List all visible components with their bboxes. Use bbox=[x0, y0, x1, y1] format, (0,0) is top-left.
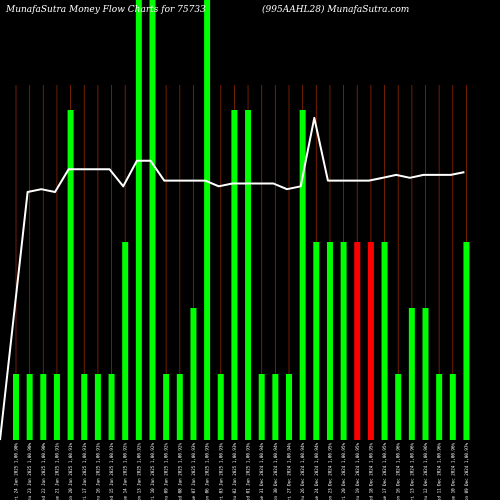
x-tick-label-21: Thu 26 Dec 2024 1,00.94% bbox=[300, 443, 305, 500]
bar-0 bbox=[13, 374, 19, 440]
x-tick-label-16: Thu 02 Jan 2025 1,00.93% bbox=[232, 443, 237, 500]
flow-line bbox=[0, 116, 465, 441]
bar-5 bbox=[81, 374, 88, 440]
bar-25 bbox=[354, 242, 361, 440]
bar-16 bbox=[231, 110, 238, 440]
x-tick-label-28: Mon 16 Dec 2024 1,00.96% bbox=[396, 443, 401, 500]
bar-12 bbox=[176, 374, 183, 440]
bar-29 bbox=[408, 308, 415, 440]
x-tick-label-5: Fri 17 Jan 2025 1,00.91% bbox=[82, 443, 87, 500]
x-tick-label-32: Tue 10 Dec 2024 1,00.96% bbox=[450, 443, 455, 500]
x-tick-label-33: Mon 09 Dec 2024 1,00.97% bbox=[464, 443, 469, 500]
x-tick-label-8: Tue 14 Jan 2025 1,00.92% bbox=[123, 443, 128, 500]
x-tick-label-26: Wed 18 Dec 2024 1,00.95% bbox=[368, 443, 373, 500]
x-tick-label-17: Wed 01 Jan 2025 1,00.93% bbox=[246, 443, 251, 500]
bar-22 bbox=[313, 242, 320, 440]
x-tick-label-23: Mon 23 Dec 2024 1,00.95% bbox=[327, 443, 332, 500]
bar-17 bbox=[245, 110, 252, 440]
bar-2 bbox=[40, 374, 47, 440]
x-tick-label-7: Wed 15 Jan 2025 1,00.91% bbox=[109, 443, 114, 500]
x-tick-label-18: Tue 31 Dec 2024 1,00.94% bbox=[259, 443, 264, 500]
bar-21 bbox=[299, 110, 306, 440]
bar-13 bbox=[190, 308, 197, 440]
x-tick-label-13: Tue 07 Jan 2025 1,00.93% bbox=[191, 443, 196, 500]
x-tick-label-24: Fri 20 Dec 2024 1,00.95% bbox=[341, 443, 346, 500]
bar-33 bbox=[463, 242, 470, 440]
x-tick-label-31: Wed 11 Dec 2024 1,00.96% bbox=[437, 443, 442, 500]
x-tick-label-4: Mon 20 Jan 2025 1,00.91% bbox=[68, 443, 73, 500]
bar-30 bbox=[422, 308, 429, 440]
bar-1 bbox=[26, 374, 33, 440]
bar-32 bbox=[449, 374, 456, 440]
bar-14 bbox=[204, 0, 211, 440]
bar-3 bbox=[53, 374, 60, 440]
chart-title-left: MunafaSutra Money Flow Charts for 75733 bbox=[5, 5, 206, 15]
bar-19 bbox=[272, 374, 279, 440]
x-tick-label-22: Tue 24 Dec 2024 1,00.94% bbox=[314, 443, 319, 500]
bar-7 bbox=[108, 374, 115, 440]
bar-18 bbox=[258, 374, 265, 440]
x-tick-label-20: Fri 27 Dec 2024 1,00.94% bbox=[287, 443, 292, 500]
x-tick-labels: Fri 24 Jan 2025 1,00.90% Thu 23 Jan 2025 … bbox=[14, 443, 469, 500]
bar-27 bbox=[381, 242, 388, 440]
flow-line-group bbox=[0, 116, 465, 441]
bar-6 bbox=[94, 374, 101, 440]
bar-24 bbox=[340, 242, 347, 440]
x-tick-label-29: Fri 13 Dec 2024 1,00.96% bbox=[409, 443, 414, 500]
bar-20 bbox=[286, 374, 292, 440]
bar-4 bbox=[67, 110, 74, 440]
x-tick-label-1: Thu 23 Jan 2025 1,00.90% bbox=[27, 443, 32, 500]
x-tick-label-2: Wed 22 Jan 2025 1,00.90% bbox=[41, 443, 46, 500]
bar-15 bbox=[217, 374, 224, 440]
x-tick-label-14: Mon 06 Jan 2025 1,00.93% bbox=[205, 443, 210, 500]
chart-title-right: (995AAHL28) MunafaSutra.com bbox=[262, 4, 409, 15]
x-tick-label-30: Thu 12 Dec 2024 1,00.96% bbox=[423, 443, 428, 500]
bar-11 bbox=[163, 374, 170, 440]
x-tick-label-11: Thu 09 Jan 2025 1,00.92% bbox=[164, 443, 169, 500]
x-tick-label-0: Fri 24 Jan 2025 1,00.90% bbox=[14, 443, 19, 500]
x-tick-label-25: Thu 19 Dec 2024 1,00.95% bbox=[355, 443, 360, 500]
bars bbox=[13, 0, 470, 440]
bar-31 bbox=[436, 374, 443, 440]
bar-10 bbox=[149, 0, 156, 440]
bar-26 bbox=[367, 242, 374, 440]
x-tick-label-10: Fri 10 Jan 2025 1,00.92% bbox=[150, 443, 155, 500]
x-tick-label-19: Mon 30 Dec 2024 1,00.94% bbox=[273, 443, 278, 500]
x-tick-label-9: Mon 13 Jan 2025 1,00.92% bbox=[136, 443, 141, 500]
bar-8 bbox=[122, 242, 129, 440]
bar-9 bbox=[135, 0, 142, 440]
x-tick-label-15: Fri 03 Jan 2025 1,00.93% bbox=[218, 443, 223, 500]
bar-23 bbox=[326, 242, 333, 440]
x-tick-label-12: Wed 08 Jan 2025 1,00.92% bbox=[177, 443, 182, 500]
bar-28 bbox=[395, 374, 402, 440]
x-tick-label-3: Tue 21 Jan 2025 1,00.91% bbox=[54, 443, 59, 500]
x-tick-label-6: Thu 16 Jan 2025 1,00.91% bbox=[95, 443, 100, 500]
x-tick-label-27: Tue 17 Dec 2024 1,00.95% bbox=[382, 443, 387, 500]
